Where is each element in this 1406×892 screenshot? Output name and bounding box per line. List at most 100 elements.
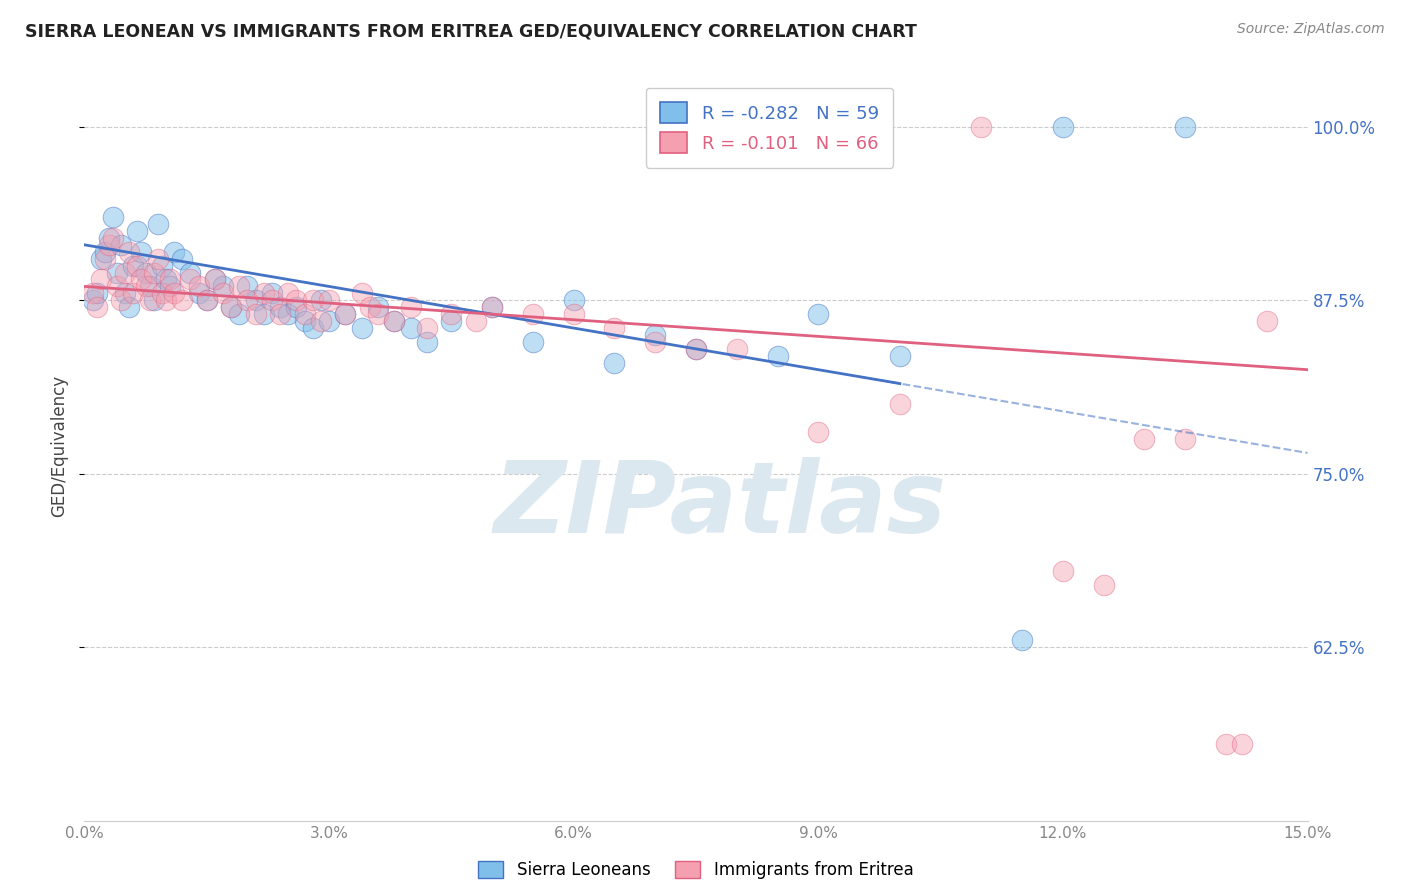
Point (146, 252, 169, 266)
Point (159, 279, 181, 293)
Point (135, 266, 157, 280)
Point (204, 272, 226, 286)
Point (294, 314, 316, 328)
Point (1232, 737, 1254, 751)
Point (101, 210, 124, 224)
Point (603, 321, 626, 335)
Point (195, 293, 218, 308)
Point (807, 307, 830, 321)
Point (245, 307, 267, 321)
Point (172, 252, 194, 266)
Point (187, 286, 209, 301)
Point (440, 307, 463, 321)
Point (179, 272, 201, 286)
Point (212, 286, 235, 301)
Point (97, 237, 120, 252)
Point (481, 300, 503, 314)
Point (82, 286, 104, 301)
Point (1174, 432, 1197, 446)
Point (318, 293, 340, 308)
Point (105, 279, 128, 293)
Point (889, 397, 911, 411)
Point (204, 272, 226, 286)
Point (277, 286, 299, 301)
Point (416, 334, 439, 349)
Point (253, 307, 276, 321)
Point (522, 307, 544, 321)
Point (219, 300, 242, 314)
Point (155, 293, 177, 308)
Point (150, 259, 173, 273)
Point (464, 314, 486, 328)
Point (644, 328, 666, 343)
Point (90, 252, 112, 266)
Point (127, 224, 149, 238)
Point (285, 300, 308, 314)
Point (86, 300, 108, 314)
Point (219, 300, 242, 314)
Point (367, 300, 389, 314)
Point (970, 120, 993, 134)
Point (294, 307, 316, 321)
Point (105, 266, 128, 280)
Point (146, 217, 169, 231)
Point (416, 321, 439, 335)
Point (1133, 432, 1156, 446)
Point (350, 286, 373, 301)
Point (93, 252, 115, 266)
Point (335, 307, 357, 321)
Point (142, 293, 165, 308)
Point (135, 279, 157, 293)
Point (253, 286, 276, 301)
Point (382, 314, 405, 328)
Point (399, 300, 422, 314)
Text: ZIPatlas: ZIPatlas (494, 458, 948, 555)
Point (1052, 564, 1074, 578)
Point (114, 286, 136, 301)
Point (1011, 633, 1033, 648)
Point (1092, 578, 1115, 592)
Point (1215, 737, 1237, 751)
Point (122, 286, 145, 301)
Point (1174, 120, 1197, 134)
Point (522, 334, 544, 349)
Point (195, 293, 218, 308)
Point (367, 307, 389, 321)
Point (110, 237, 132, 252)
Point (163, 286, 186, 301)
Point (277, 307, 299, 321)
Point (562, 293, 585, 308)
Point (131, 272, 153, 286)
Point (212, 279, 235, 293)
Point (309, 293, 332, 308)
Point (335, 307, 357, 321)
Point (685, 342, 707, 356)
Point (159, 272, 181, 286)
Text: Source: ZipAtlas.com: Source: ZipAtlas.com (1237, 22, 1385, 37)
Text: SIERRA LEONEAN VS IMMIGRANTS FROM ERITREA GED/EQUIVALENCY CORRELATION CHART: SIERRA LEONEAN VS IMMIGRANTS FROM ERITRE… (25, 22, 917, 40)
Point (481, 300, 503, 314)
Point (301, 321, 323, 335)
Point (172, 293, 194, 308)
Point (97, 231, 120, 245)
Point (236, 293, 259, 308)
Point (309, 314, 332, 328)
Point (382, 314, 405, 328)
Point (562, 307, 585, 321)
Legend: R = -0.282   N = 59, R = -0.101   N = 66: R = -0.282 N = 59, R = -0.101 N = 66 (645, 88, 893, 168)
Point (138, 293, 160, 308)
Point (1052, 120, 1074, 134)
Point (889, 349, 911, 363)
Point (86, 286, 108, 301)
Point (138, 279, 160, 293)
Point (685, 342, 707, 356)
Point (93, 244, 115, 259)
Point (285, 293, 308, 308)
Point (110, 293, 132, 308)
Point (245, 293, 267, 308)
Point (82, 293, 104, 308)
Point (155, 272, 177, 286)
Point (142, 266, 165, 280)
Point (644, 334, 666, 349)
Point (122, 259, 145, 273)
